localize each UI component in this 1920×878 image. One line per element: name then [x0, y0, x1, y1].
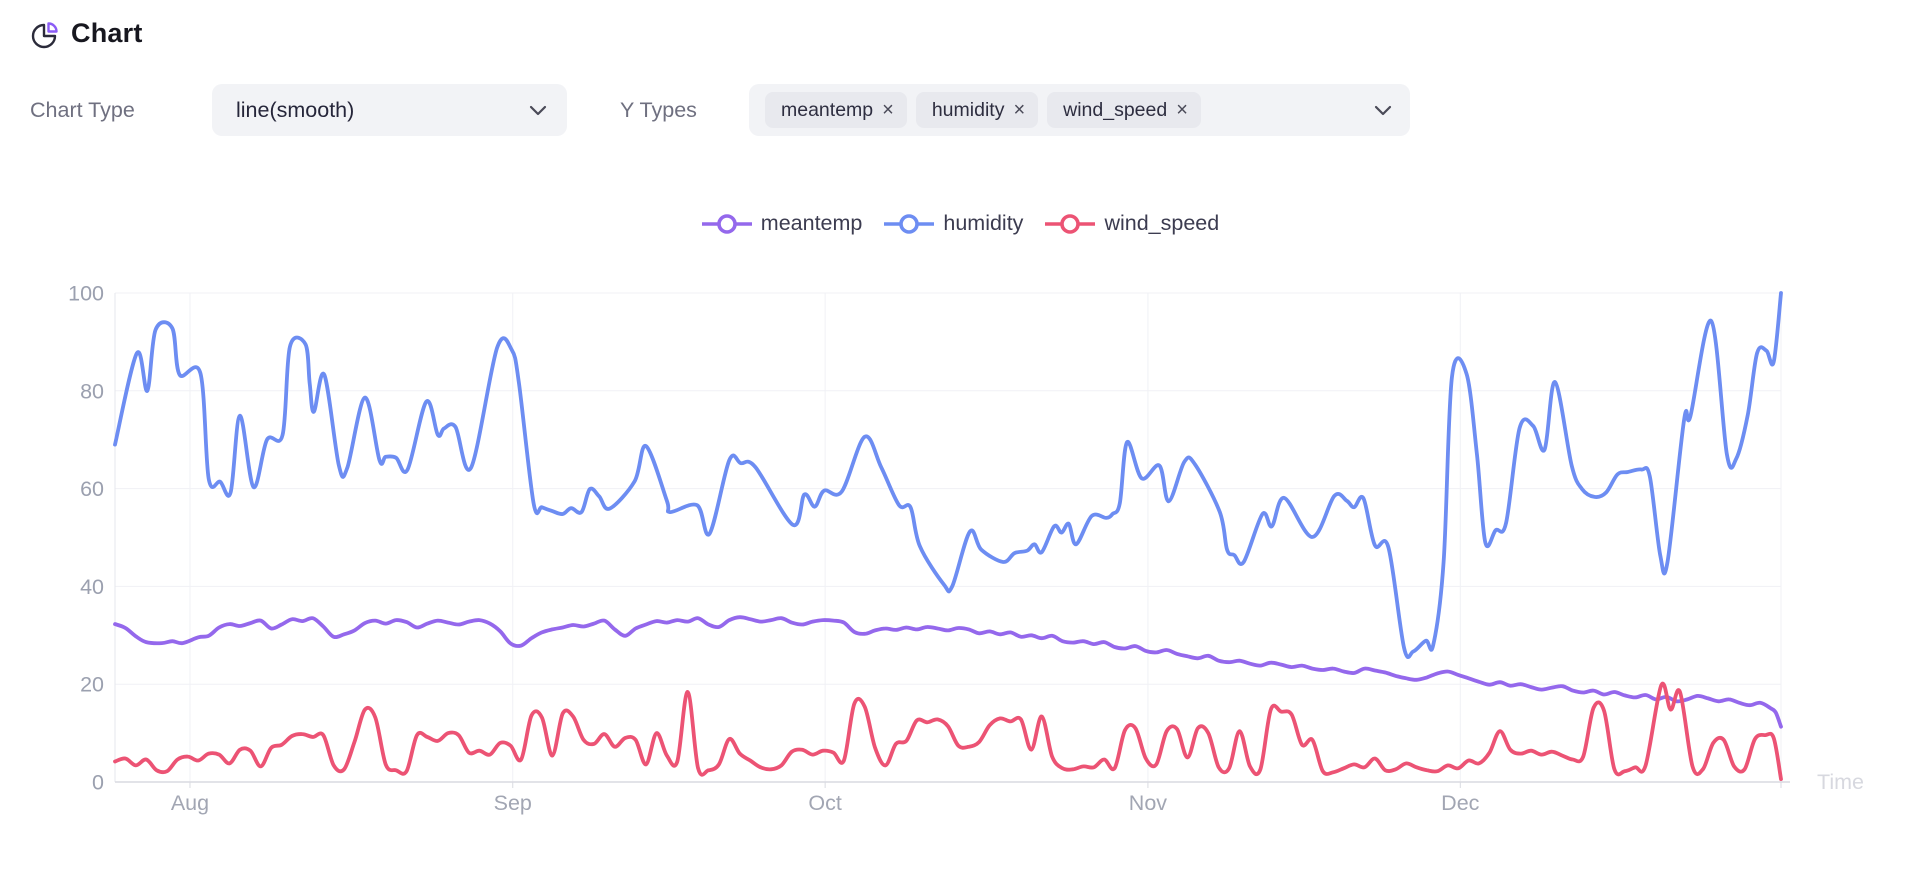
- remove-icon[interactable]: ×: [882, 99, 894, 121]
- legend-item-meantemp[interactable]: meantemp: [701, 211, 863, 236]
- legend-line-marker: [701, 213, 752, 234]
- chart-type-label: Chart Type: [30, 97, 135, 122]
- y-type-tag-meantemp: meantemp ×: [765, 92, 907, 128]
- pie-chart-icon: [31, 21, 58, 48]
- series-line-wind_speed[interactable]: [113, 681, 1783, 781]
- y-types-select[interactable]: meantemp × humidity × wind_speed ×: [749, 84, 1410, 136]
- x-axis-tick-label: Nov: [1129, 791, 1167, 815]
- chevron-down-icon: [1374, 105, 1392, 115]
- x-axis-name: Time: [1817, 770, 1864, 794]
- page-title: Chart: [71, 18, 143, 48]
- series-line-humidity[interactable]: [113, 291, 1783, 659]
- x-axis-tick-label: Oct: [808, 791, 841, 815]
- x-axis-tick-label: Dec: [1441, 791, 1479, 815]
- legend-item-humidity[interactable]: humidity: [883, 211, 1023, 236]
- chart-type-select[interactable]: line(smooth): [212, 84, 567, 136]
- x-axis-tick-label: Aug: [171, 791, 209, 815]
- chart-type-value: line(smooth): [236, 97, 355, 122]
- remove-icon[interactable]: ×: [1176, 99, 1188, 121]
- legend-item-wind-speed[interactable]: wind_speed: [1044, 211, 1219, 236]
- y-axis-tick-label: 60: [80, 477, 104, 501]
- legend-item-label: wind_speed: [1104, 211, 1220, 235]
- legend: meantemp humidity wind_speed: [0, 211, 1920, 236]
- tag-label: humidity: [931, 98, 1005, 121]
- y-axis-tick-label: 40: [80, 575, 104, 599]
- tag-label: meantemp: [781, 98, 874, 121]
- legend-line-marker: [884, 213, 935, 234]
- y-types-label: Y Types: [620, 97, 697, 122]
- remove-icon[interactable]: ×: [1013, 99, 1026, 121]
- y-axis-tick-label: 0: [92, 771, 104, 795]
- y-type-tag-humidity: humidity ×: [915, 92, 1039, 128]
- y-axis-tick-label: 100: [68, 282, 104, 306]
- series-line-meantemp[interactable]: [113, 615, 1783, 729]
- tag-label: wind_speed: [1063, 98, 1168, 121]
- legend-item-label: humidity: [943, 211, 1024, 235]
- legend-line-marker: [1045, 213, 1096, 234]
- x-axis-tick-label: Sep: [494, 791, 532, 815]
- y-axis-tick-label: 80: [80, 379, 104, 403]
- y-type-tag-wind-speed: wind_speed ×: [1047, 92, 1201, 128]
- y-axis-tick-label: 20: [80, 673, 104, 697]
- legend-item-label: meantemp: [760, 211, 863, 235]
- chevron-down-icon: [529, 105, 547, 115]
- page-header: Chart: [30, 18, 143, 49]
